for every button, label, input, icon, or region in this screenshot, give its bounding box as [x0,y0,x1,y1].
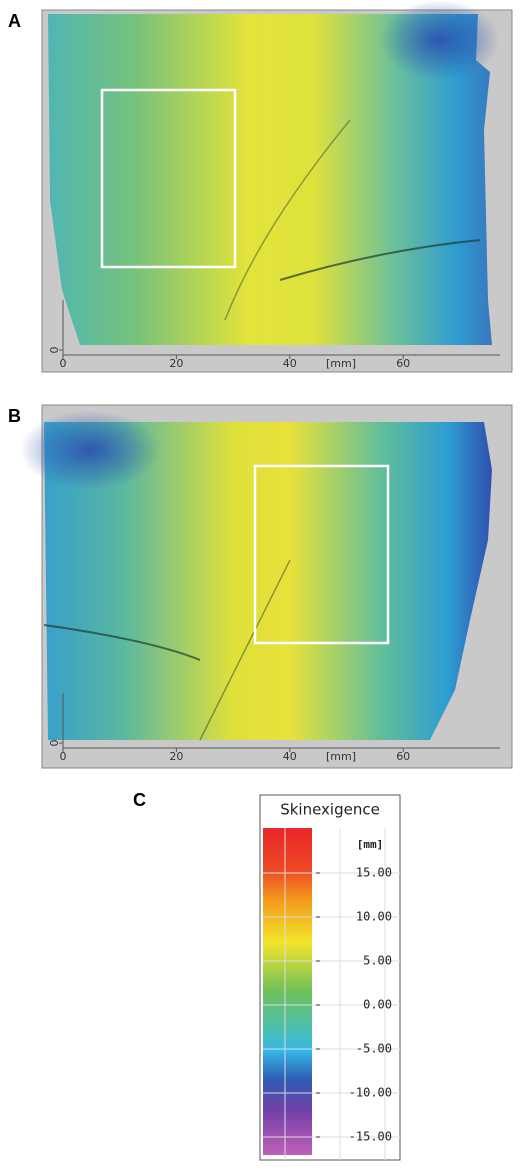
x-unit: [mm] [326,357,356,370]
figure: A 0 20 40 60 [mm] 0 B 0 20 40 60 [mm] 0 C Skinexigence [… [0,0,527,1165]
colorbar-unit: [mm] [357,838,384,851]
x-tick-label: 60 [396,357,410,370]
colorbar-title: Skinexigence [280,801,380,819]
panel-label: C [133,790,146,810]
x-tick-label: 40 [283,750,297,763]
shade [20,410,160,490]
x-unit: [mm] [326,750,356,763]
colorbar-tick-label: -15.00 [349,1130,392,1144]
x-tick-label: 0 [60,357,67,370]
colorbar-tick-label: 15.00 [356,866,392,880]
x-tick-label: 0 [60,750,67,763]
x-tick-label: 40 [283,357,297,370]
x-tick-label: 20 [169,750,183,763]
y-tick-label: 0 [48,347,61,354]
colorbar-tick-label: -5.00 [356,1042,392,1056]
x-tick-label: 60 [396,750,410,763]
colorbar-gradient [263,828,312,1155]
x-tick-label: 20 [169,357,183,370]
colorbar-tick-label: 10.00 [356,910,392,924]
shade [380,0,500,80]
colorbar-tick-label: 0.00 [363,998,392,1012]
panel-label: A [8,11,21,31]
panel-label: B [8,406,21,426]
y-tick-label: 0 [48,740,61,747]
colorbar-tick-label: -10.00 [349,1086,392,1100]
colorbar-tick-label: 5.00 [363,954,392,968]
